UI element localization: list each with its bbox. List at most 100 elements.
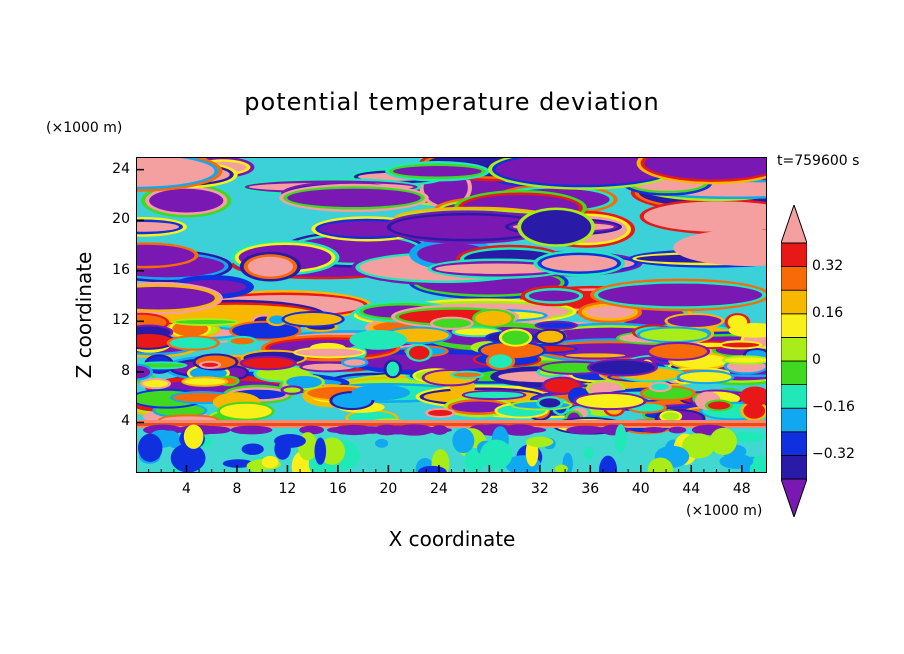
inversion-dip [668,426,687,434]
plume [480,439,513,470]
colorbar-segment [781,407,807,433]
field-blob [644,158,766,180]
inversion-dip [327,426,352,434]
field-blob [149,188,224,213]
field-blob [343,359,366,366]
field-blob [287,188,421,208]
field-blob [428,409,453,417]
x-tick-label: 24 [429,481,448,497]
field-blob [475,310,512,326]
inversion-dip [566,425,605,435]
field-blob [352,331,405,348]
plume [583,447,594,460]
colorbar-segment [781,431,807,456]
field-blob [525,212,588,242]
plume [222,459,254,468]
field-blob [742,388,766,405]
field-blob [537,330,564,343]
field-blob [707,401,730,410]
x-tick-label: 12 [278,481,297,497]
field-blob [175,319,236,325]
plume [731,431,766,443]
chart-title: potential temperature deviation [244,88,660,116]
field-blob [354,386,407,399]
x-tick-label: 48 [732,481,751,497]
inversion-dip [230,425,273,435]
field-blob [537,322,576,328]
plot-area [136,157,767,473]
plume [183,424,204,449]
y-axis-unit: (×1000 m) [46,120,123,136]
field-blob [649,343,708,359]
plume [464,447,485,472]
y-tick-label: 20 [112,211,130,228]
y-tick-label: 16 [112,261,130,278]
field-blob [488,354,513,369]
field-blob [137,247,191,264]
field-blob [743,403,766,419]
field-blob [284,313,342,326]
plume [319,437,345,465]
field-blob [139,363,185,368]
field-blob [296,348,363,357]
field-blob [451,401,506,413]
contour-field [137,158,766,472]
x-tick-label: 36 [581,481,600,497]
inversion-core [137,423,766,426]
colorbar-segment [781,454,807,480]
field-blob [269,315,285,325]
x-tick-label: 16 [328,481,347,497]
x-tick-label: 20 [379,481,398,497]
field-blob [576,393,644,409]
plume [241,443,264,455]
field-blob [639,328,708,342]
field-blob [541,255,618,272]
field-blob [597,283,763,307]
field-blob [169,337,217,349]
plume [261,455,279,469]
colorbar-label: 0.16 [812,304,844,321]
field-blob [651,383,669,391]
colorbar-segment [781,336,807,362]
x-axis-unit: (×1000 m) [686,503,763,519]
plume [682,433,715,459]
inversion-dip [414,426,453,434]
x-tick-label: 44 [682,481,701,497]
field-blob [501,330,530,345]
inversion-dip [299,425,325,435]
plume [525,436,554,448]
colorbar-extend-low [781,478,807,517]
x-tick-label: 8 [232,481,242,497]
field-blob [454,328,500,336]
field-blob [528,290,580,302]
plume [615,424,627,454]
colorbar [781,205,807,517]
field-blob [589,360,655,375]
y-tick-label: 12 [112,312,130,329]
colorbar-segment [781,266,807,291]
field-blob [647,203,766,230]
plume [137,433,163,462]
field-blob [667,314,722,327]
plume [555,464,568,472]
field-blob [220,403,272,419]
field-blob [137,158,215,187]
x-axis-label-text: X coordinate [388,527,516,551]
field-blob [184,378,226,385]
colorbar-label: 0.32 [812,257,844,274]
field-blob [408,345,430,360]
field-blob [286,376,322,389]
inversion-dip [642,426,666,434]
field-blob [662,412,680,421]
plume [598,455,618,472]
plume [647,457,674,472]
field-blob [242,357,294,369]
plume [452,428,475,454]
colorbar-segment [781,313,807,338]
x-tick-label: 32 [530,481,549,497]
field-blob [393,166,482,177]
field-blob [137,286,215,310]
y-tick-label: 8 [121,362,130,379]
field-blob [464,391,524,399]
